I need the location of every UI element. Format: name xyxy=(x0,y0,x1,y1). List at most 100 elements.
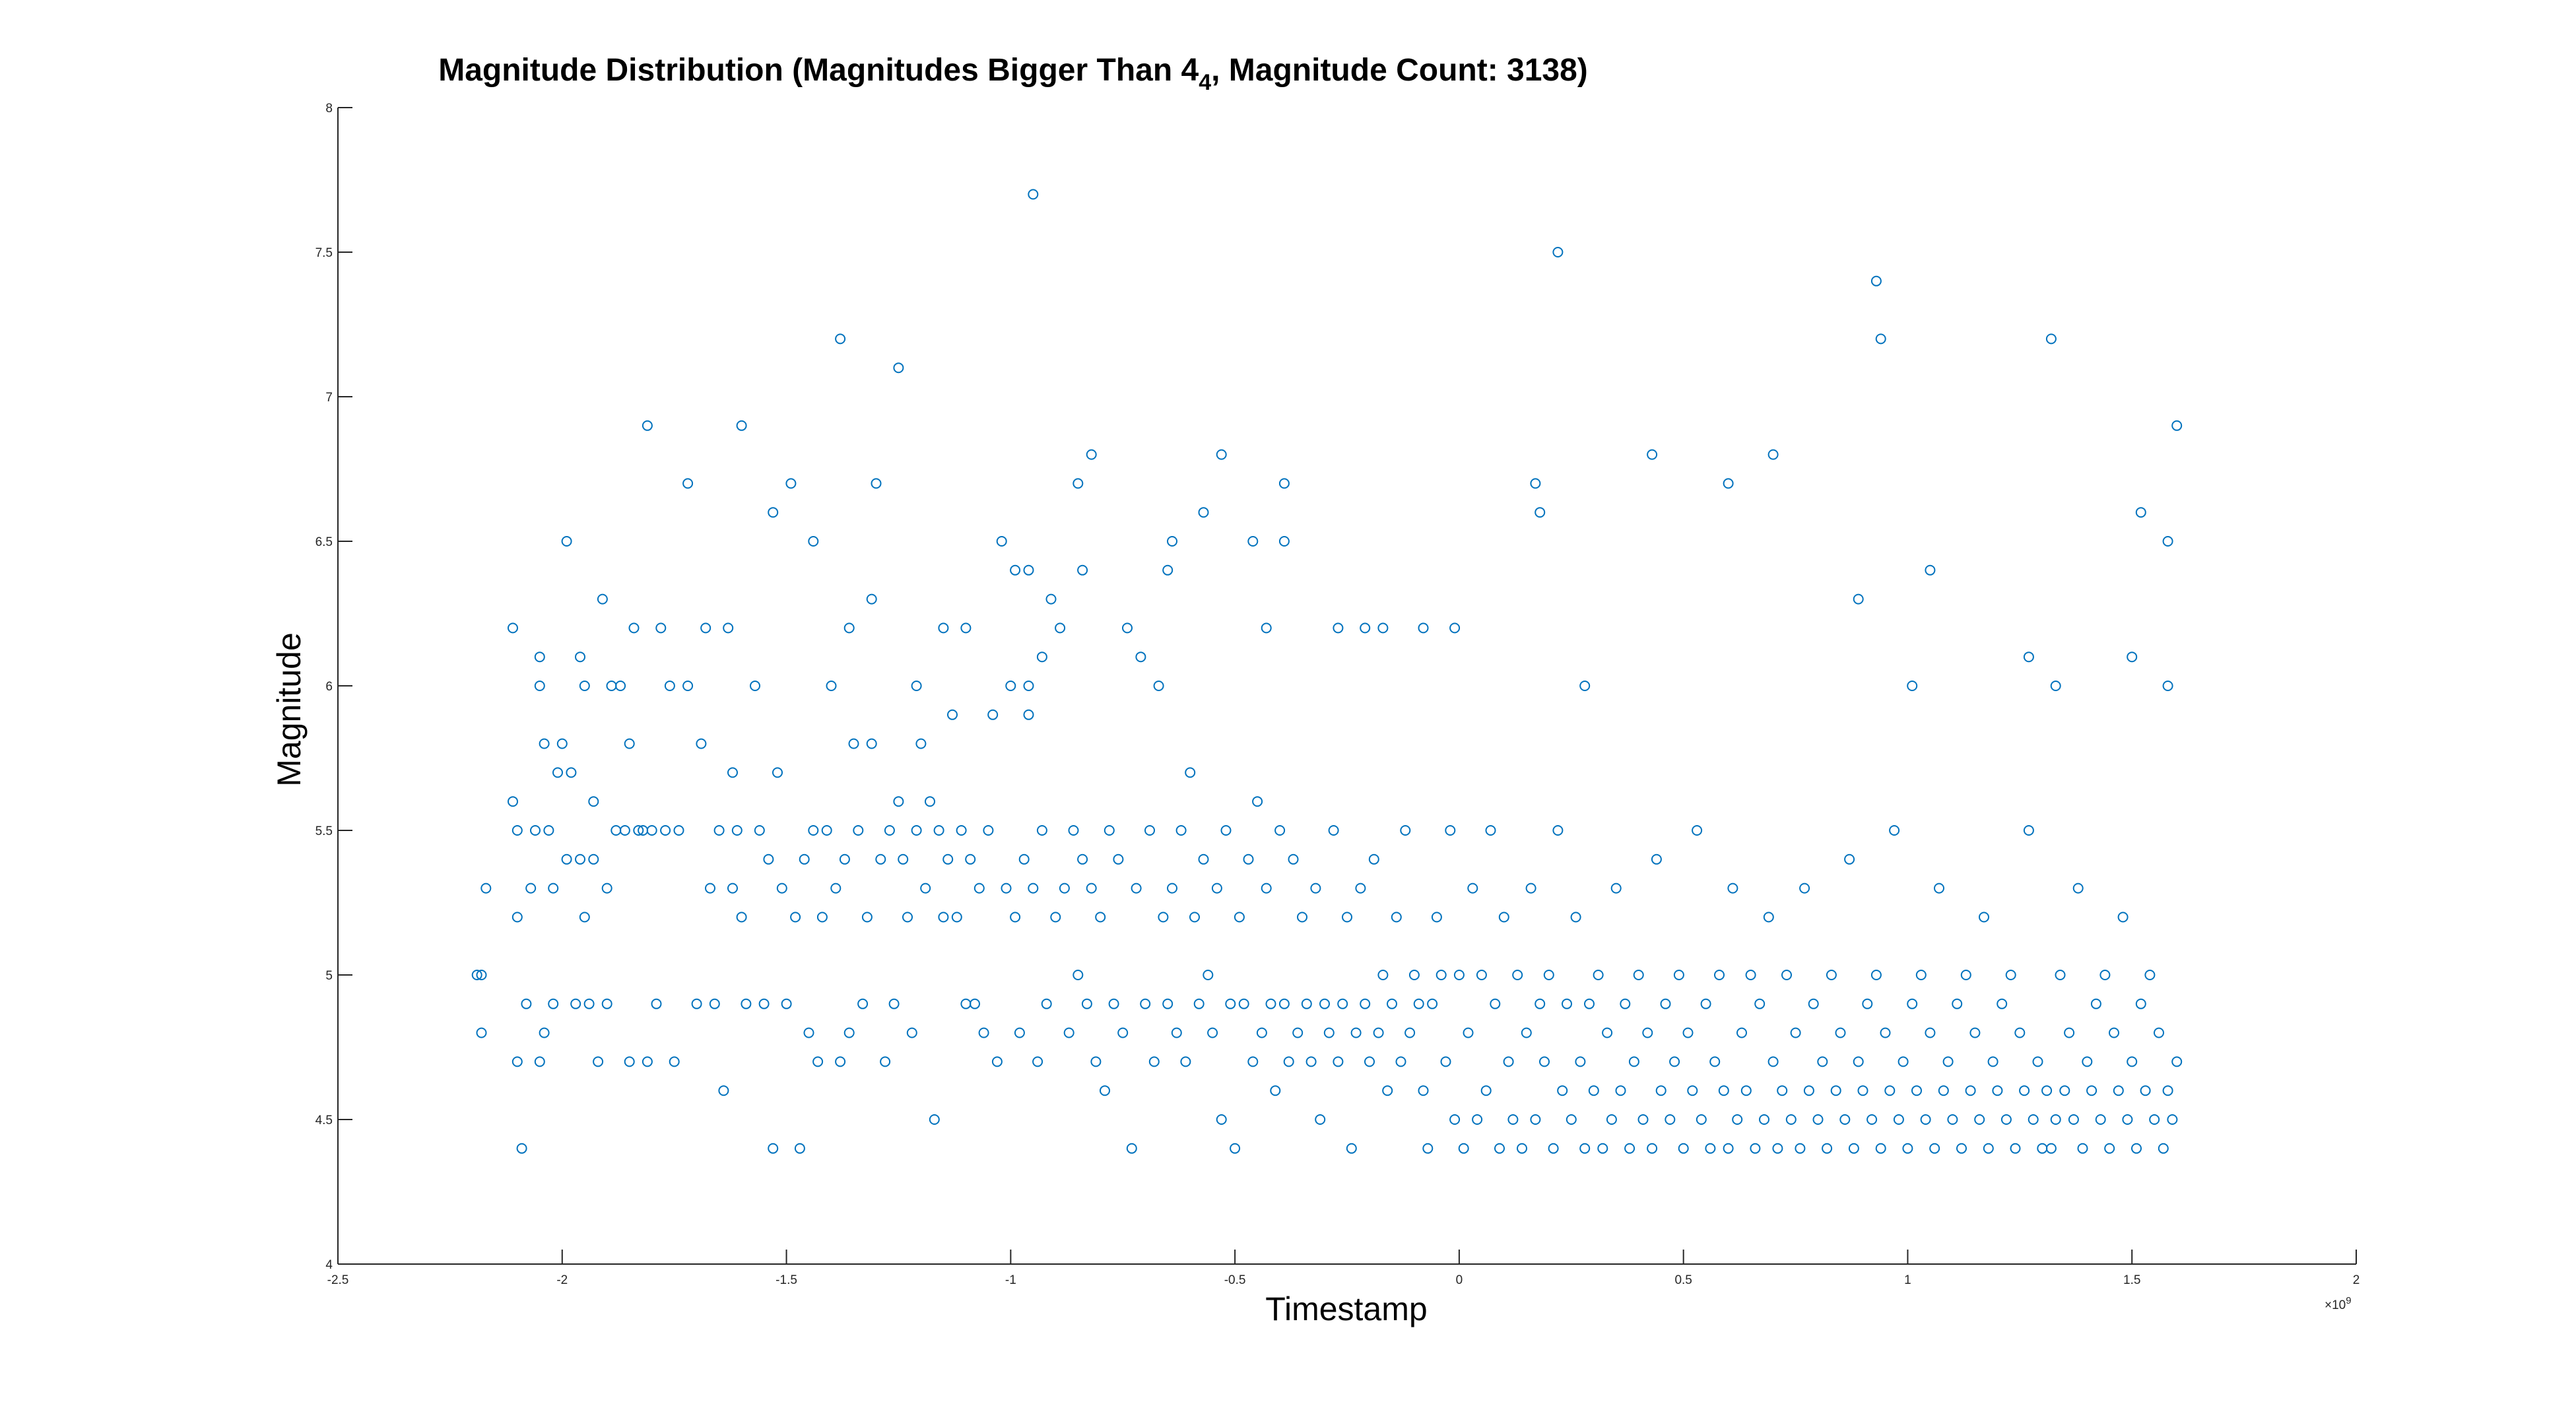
chart-title-suffix: , Magnitude Count: 3138) xyxy=(1211,53,1588,88)
data-point xyxy=(633,825,644,836)
data-point xyxy=(1180,1056,1191,1067)
data-point xyxy=(1216,1114,1227,1125)
data-point xyxy=(978,1027,989,1038)
data-point xyxy=(1530,478,1541,489)
data-point xyxy=(1211,883,1222,894)
data-point xyxy=(2082,1056,2093,1067)
x-axis-title: Timestamp xyxy=(1265,1290,1427,1327)
data-point xyxy=(1185,767,1196,778)
data-point xyxy=(1979,912,1989,923)
data-point xyxy=(2171,420,2183,431)
data-point xyxy=(1234,912,1245,923)
data-point xyxy=(1162,998,1173,1009)
data-point xyxy=(1301,998,1312,1009)
data-point xyxy=(2000,1114,2012,1125)
data-point xyxy=(911,825,922,836)
y-tick-label: 5 xyxy=(325,969,333,983)
data-point xyxy=(1050,912,1061,923)
data-point xyxy=(1992,1085,2003,1096)
data-point xyxy=(1723,1143,1734,1154)
data-point xyxy=(1987,1056,1998,1067)
data-point xyxy=(1934,883,1944,894)
data-point xyxy=(2050,1114,2061,1125)
data-point xyxy=(1036,825,1047,836)
data-point xyxy=(1579,1143,1591,1154)
data-point xyxy=(736,912,747,923)
data-point xyxy=(1997,998,2008,1009)
data-point xyxy=(1660,998,1671,1009)
data-point xyxy=(1032,1056,1043,1067)
data-point xyxy=(601,998,612,1009)
data-point xyxy=(1337,998,1348,1009)
data-point xyxy=(1853,1056,1864,1067)
data-point xyxy=(808,536,819,547)
data-point xyxy=(1579,681,1591,691)
data-point xyxy=(1718,1085,1729,1096)
data-point xyxy=(965,854,976,865)
data-point xyxy=(736,420,747,431)
data-point xyxy=(1907,681,1918,691)
data-point xyxy=(2023,652,2034,663)
data-point xyxy=(1063,1027,1074,1038)
data-point xyxy=(812,1056,824,1067)
data-point xyxy=(2037,1143,2048,1154)
data-point xyxy=(1777,1085,1788,1096)
data-point xyxy=(1642,1027,1653,1038)
data-point xyxy=(1817,1056,1828,1067)
data-point xyxy=(552,767,563,778)
data-point xyxy=(1355,883,1366,894)
data-point xyxy=(1274,825,1286,836)
data-point xyxy=(933,825,944,836)
data-point xyxy=(1418,1085,1429,1096)
data-point xyxy=(1305,1056,1317,1067)
data-point xyxy=(1023,709,1034,720)
data-point xyxy=(1449,1114,1461,1125)
data-point xyxy=(1472,1114,1483,1125)
data-point xyxy=(1140,998,1151,1009)
data-point xyxy=(826,681,837,691)
data-point xyxy=(606,681,617,691)
data-point xyxy=(1584,998,1595,1009)
data-point xyxy=(1261,883,1272,894)
data-point xyxy=(669,1056,680,1067)
data-point xyxy=(781,998,792,1009)
data-point xyxy=(530,825,541,836)
data-point xyxy=(2050,681,2061,691)
data-point xyxy=(664,681,675,691)
data-point xyxy=(615,681,626,691)
data-point xyxy=(673,825,684,836)
data-point xyxy=(2055,970,2066,980)
data-point xyxy=(718,1085,729,1096)
data-point xyxy=(1552,825,1564,836)
data-point xyxy=(1965,1085,1976,1096)
data-point xyxy=(2005,970,2016,980)
data-point xyxy=(1956,1143,1967,1154)
data-point xyxy=(1750,1143,1761,1154)
data-point xyxy=(1090,1056,1102,1067)
data-point xyxy=(1252,796,1263,807)
data-point xyxy=(1875,333,1886,345)
data-point xyxy=(2032,1056,2043,1067)
data-point xyxy=(1158,912,1169,923)
data-point xyxy=(1427,998,1438,1009)
data-point xyxy=(561,854,572,865)
data-point xyxy=(2077,1143,2088,1154)
data-point xyxy=(1785,1114,1797,1125)
data-point xyxy=(1315,1114,1326,1125)
data-point xyxy=(741,998,752,1009)
data-point xyxy=(1723,478,1734,489)
data-point xyxy=(561,536,572,547)
data-point xyxy=(1700,998,1711,1009)
data-point xyxy=(727,767,738,778)
data-point xyxy=(1238,998,1249,1009)
data-point xyxy=(1408,970,1420,980)
data-point xyxy=(1763,912,1774,923)
data-point xyxy=(1431,912,1442,923)
x-tick-label: 1.5 xyxy=(2123,1273,2140,1287)
data-point xyxy=(1167,536,1177,547)
data-point xyxy=(575,854,585,865)
data-point xyxy=(1113,854,1124,865)
data-point xyxy=(2149,1114,2160,1125)
data-point xyxy=(2135,507,2146,518)
x-tick-label: -2 xyxy=(556,1273,568,1287)
